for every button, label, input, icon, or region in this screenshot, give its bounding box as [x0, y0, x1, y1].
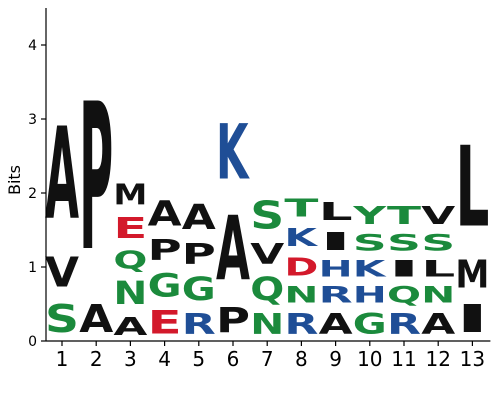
residue-letter: L	[421, 256, 455, 282]
residue-letter: E	[113, 211, 147, 245]
residue-letter: A	[182, 197, 216, 237]
residue-letter: P	[216, 300, 250, 341]
x-tick-label: 6	[227, 347, 240, 371]
residue-letter: S	[421, 230, 455, 256]
residue-letter: S	[387, 230, 421, 256]
x-tick-label: 12	[425, 347, 450, 371]
residue-letter: H	[353, 282, 387, 308]
residue-letter: R	[182, 308, 216, 341]
residue-letter: G	[182, 271, 216, 308]
residue-letter: G	[353, 309, 387, 342]
residue-letter: K	[216, 109, 250, 197]
x-tick-label: 1	[56, 347, 69, 371]
residue-letter: R	[387, 308, 421, 341]
y-axis: 0 1 2 3 4	[28, 8, 47, 350]
residue-letter: N	[250, 308, 284, 341]
residue-letter: E	[148, 304, 182, 341]
residue-letter: P	[148, 234, 182, 267]
residue-letter: R	[319, 283, 353, 308]
residue-letter: A	[148, 194, 182, 234]
residue-letter: K	[353, 256, 388, 282]
residue-letter: S	[45, 297, 79, 341]
residue-letter: A	[45, 102, 79, 249]
residue-letter: T	[387, 201, 421, 230]
residue-letter: V	[250, 238, 284, 271]
y-tick-label: 3	[28, 112, 37, 128]
residue-letter: Q	[113, 245, 147, 274]
residue-letter: A	[79, 297, 113, 341]
position-stack: PAK	[216, 109, 250, 341]
residue-letter: K	[284, 223, 318, 252]
residue-letter: Y	[352, 200, 387, 230]
residue-letter: V	[421, 201, 455, 230]
residue-letter: G	[148, 267, 182, 304]
residue-letter: L	[455, 124, 489, 253]
x-tick-label: 10	[357, 347, 382, 371]
y-tick-label: 2	[28, 186, 37, 202]
residue-letter: S	[250, 194, 284, 238]
y-tick-label: 4	[28, 38, 37, 54]
residue-letter: P	[182, 238, 216, 271]
residue-letter: I	[387, 256, 421, 282]
residue-letter: A	[113, 312, 147, 341]
residue-letter: L	[319, 197, 353, 227]
residue-letter: N	[421, 282, 455, 308]
residue-letter: N	[284, 282, 318, 308]
position-stack: SVA	[45, 102, 79, 342]
y-tick-label: 1	[28, 260, 37, 276]
x-tick-label: 5	[192, 347, 205, 371]
residue-letter: Q	[387, 282, 421, 308]
residue-letter: H	[319, 256, 353, 282]
residue-letter: I	[319, 226, 353, 255]
x-tick-label: 3	[124, 347, 137, 371]
residue-letter: A	[319, 308, 353, 341]
residue-letter: N	[113, 274, 147, 311]
x-tick-label: 4	[158, 347, 171, 371]
residue-letter: T	[284, 193, 318, 222]
x-tick-label: 8	[295, 347, 308, 371]
residue-letter: P	[79, 61, 113, 297]
residue-letter: M	[113, 179, 147, 212]
x-tick-label: 7	[261, 347, 274, 371]
x-tick-label: 13	[460, 347, 485, 371]
residue-letter: Q	[250, 271, 284, 308]
position-stack: AP	[79, 61, 113, 342]
x-tick-label: 9	[329, 347, 342, 371]
residue-letter: R	[284, 308, 318, 341]
residue-letter: M	[455, 252, 489, 297]
residue-letter: I	[455, 297, 489, 341]
letter-stacks: SVAAPANQEMEGPARGPAPAKNQVSRNDKTARHILGHKSY…	[45, 61, 489, 342]
position-stack: IML	[455, 124, 489, 341]
x-axis: 1 2 3 4 5 6 7 8 9 10 11 12 13	[46, 340, 491, 371]
y-tick-label: 0	[28, 334, 37, 350]
residue-letter: D	[284, 253, 318, 283]
residue-letter: V	[45, 250, 79, 297]
residue-letter: A	[421, 308, 455, 341]
x-tick-label: 2	[90, 347, 103, 371]
y-axis-label: Bits	[5, 165, 24, 195]
x-tick-label: 11	[391, 347, 416, 371]
residue-letter: A	[216, 198, 250, 301]
residue-letter: S	[353, 230, 387, 256]
